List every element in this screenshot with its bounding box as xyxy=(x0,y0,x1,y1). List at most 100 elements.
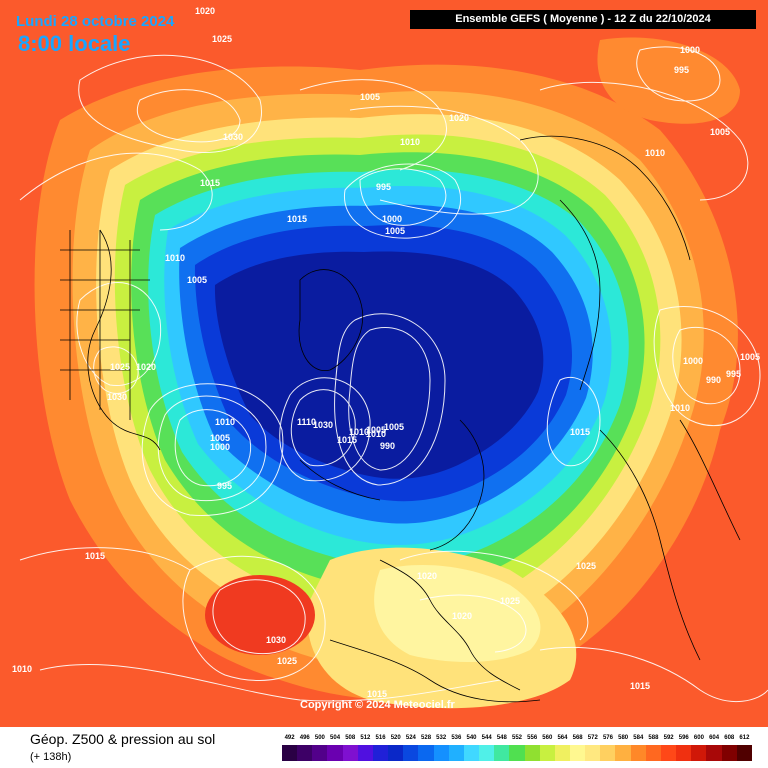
scale-label: 544 xyxy=(481,735,492,741)
scale-swatch xyxy=(615,745,631,761)
isobar-label: 1020 xyxy=(452,611,472,621)
scale-swatch xyxy=(418,745,434,761)
isobar-label: 1020 xyxy=(136,362,156,372)
isobar-label: 1030 xyxy=(266,635,286,645)
model-header: Ensemble GEFS ( Moyenne ) - 12 Z du 22/1… xyxy=(410,10,756,29)
scale-swatch xyxy=(403,745,419,761)
isobar-label: 1010 xyxy=(12,664,32,674)
scale-swatch xyxy=(630,745,646,761)
scale-swatch xyxy=(736,745,752,761)
scale-label: 568 xyxy=(572,735,583,741)
isobar-label: 1015 xyxy=(570,427,590,437)
isobar-label: 1110 xyxy=(297,417,316,427)
scale-label: 516 xyxy=(375,735,386,741)
scale-label: 492 xyxy=(284,735,295,741)
isobar-label: 1015 xyxy=(367,689,387,699)
scale-swatch xyxy=(297,745,313,761)
scale-label: 560 xyxy=(542,735,553,741)
scale-swatch xyxy=(554,745,570,761)
isobar-label: 1020 xyxy=(195,6,215,16)
scale-label: 592 xyxy=(663,735,674,741)
parameter-title: Géop. Z500 & pression au sol xyxy=(30,731,216,747)
scale-swatch xyxy=(660,745,677,761)
scale-label: 612 xyxy=(739,735,750,741)
isobar-label: 995 xyxy=(376,182,391,192)
isobar-label: 1000 xyxy=(683,356,703,366)
scale-swatch xyxy=(433,745,449,761)
scale-swatch xyxy=(585,745,601,761)
scale-swatch xyxy=(327,745,343,761)
isobar-label: 1005 xyxy=(366,425,386,435)
scale-label: 584 xyxy=(633,735,644,741)
isobar-label: 1005 xyxy=(384,422,404,432)
isobar-label: 1005 xyxy=(740,352,760,362)
scale-swatch xyxy=(312,745,328,761)
color-scale-bar xyxy=(282,745,752,761)
scale-swatch xyxy=(479,745,495,761)
scale-swatch xyxy=(494,745,510,761)
isobar-label: 1015 xyxy=(85,551,105,561)
scale-swatch xyxy=(600,745,616,761)
isobar-label: 1005 xyxy=(710,127,730,137)
isobar-label: 1010 xyxy=(366,429,386,439)
isobar-label: 1030 xyxy=(223,132,243,142)
isobar-label: 1015 xyxy=(200,178,220,188)
isobar-label: 1010 xyxy=(349,427,369,437)
isobar-label: 1005 xyxy=(187,275,207,285)
isobar-label: 1005 xyxy=(385,226,405,236)
isobar-label: 990 xyxy=(706,375,721,385)
isobar-label: 1020 xyxy=(449,113,469,123)
scale-swatch xyxy=(676,745,692,761)
scale-swatch xyxy=(372,745,389,761)
isobar-label: 1015 xyxy=(287,214,307,224)
scale-label: 576 xyxy=(602,735,613,741)
isobar-label: 995 xyxy=(674,65,689,75)
scale-label: 540 xyxy=(466,735,477,741)
scale-label: 536 xyxy=(451,735,462,741)
scale-swatch xyxy=(721,745,737,761)
scale-swatch xyxy=(524,745,540,761)
scale-label: 608 xyxy=(724,735,735,741)
map-area: 1020 1025 1030 1015 1015 1010 1005 1025 1020 1030… xyxy=(0,0,768,727)
isobar-label: 1025 xyxy=(576,561,596,571)
isobar-label: 990 xyxy=(380,441,395,451)
scale-label: 548 xyxy=(496,735,507,741)
scale-label: 604 xyxy=(709,735,720,741)
band-europe-pale xyxy=(374,565,541,662)
scale-label: 572 xyxy=(587,735,598,741)
scale-label: 600 xyxy=(693,735,704,741)
scale-label: 564 xyxy=(557,735,568,741)
scale-label: 496 xyxy=(299,735,310,741)
scale-swatch xyxy=(388,745,404,761)
scale-label: 556 xyxy=(527,735,538,741)
scale-swatch xyxy=(539,745,555,761)
forecast-date: Lundi 28 octobre 2024 xyxy=(16,13,175,30)
isobar-label: 1025 xyxy=(110,362,130,372)
scale-label: 508 xyxy=(345,735,356,741)
scale-swatch xyxy=(357,745,373,761)
isobar-label: 1025 xyxy=(212,34,232,44)
scale-swatch xyxy=(342,745,358,761)
scale-label: 528 xyxy=(421,735,432,741)
band-navy xyxy=(214,251,544,479)
scale-label: 588 xyxy=(648,735,659,741)
scale-label: 552 xyxy=(511,735,523,741)
isobar-label: 1030 xyxy=(313,420,333,430)
atlantic-high xyxy=(205,575,315,655)
copyright: Copyright © 2024 Meteociel.fr xyxy=(300,699,455,711)
scale-swatch xyxy=(569,745,586,761)
scale-label: 512 xyxy=(360,735,371,741)
scale-swatch xyxy=(706,745,722,761)
scale-label: 520 xyxy=(390,735,401,741)
isobar-label: 1030 xyxy=(107,392,127,402)
isobar-label: 1025 xyxy=(277,656,297,666)
scale-swatch xyxy=(645,745,661,761)
isobar-label: 1010 xyxy=(645,148,665,158)
isobar-label: 1020 xyxy=(417,571,437,581)
scale-label: 524 xyxy=(405,735,416,741)
isobar-label: 1000 xyxy=(382,214,402,224)
coastlines xyxy=(60,135,741,703)
scale-swatch xyxy=(691,745,707,761)
